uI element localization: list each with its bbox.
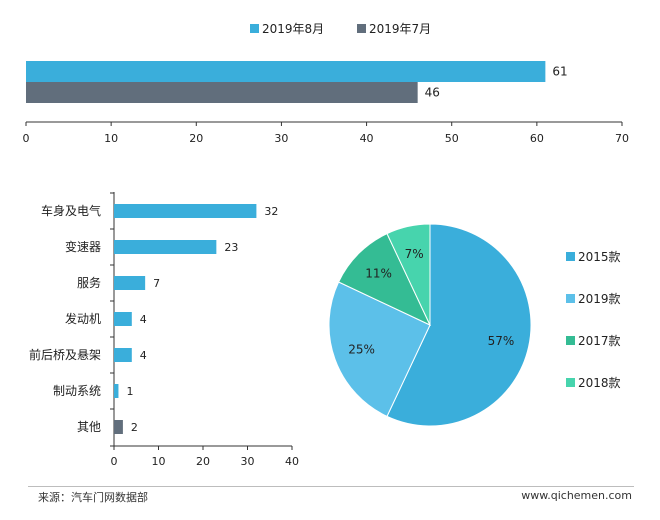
x-tick-label: 60 — [530, 132, 544, 145]
bar-其他 — [114, 420, 123, 434]
x-tick-label: 40 — [360, 132, 374, 145]
top-chart-legend: 2019年8月 2019年7月 — [250, 22, 431, 36]
footer-divider — [28, 486, 634, 487]
pie-legend: 2015款 2019款 2017款 2018款 — [566, 250, 621, 390]
category-label: 制动系统 — [53, 384, 101, 398]
legend-swatch-2019年8月 — [250, 24, 259, 33]
bar-2019年8月 — [26, 61, 546, 82]
x-tick-label: 40 — [285, 455, 299, 468]
legend-label-2019年7月: 2019年7月 — [369, 22, 431, 36]
x-tick-label: 0 — [23, 132, 30, 145]
pie-slice-2015款 — [386, 223, 532, 427]
legend-label-2019年8月: 2019年8月 — [262, 22, 324, 36]
website-note: www.qichemen.com — [521, 489, 632, 502]
pie-slice-2019款 — [328, 281, 431, 418]
category-label: 服务 — [77, 275, 101, 290]
data-label-2019年7月: 46 — [425, 86, 440, 100]
x-tick-label: 30 — [274, 132, 288, 145]
top-bar-chart: 61 46 0 10 20 30 40 50 60 70 — [23, 61, 629, 145]
bar-车身及电气 — [114, 204, 257, 218]
bar-服务 — [114, 276, 146, 290]
bar-2019年7月 — [26, 82, 418, 103]
category-label: 发动机 — [65, 311, 101, 326]
model-year-pie-chart: 57% 25% 11% 7% — [328, 223, 532, 427]
category-label: 车身及电气 — [41, 203, 101, 218]
legend-label-2018款: 2018款 — [578, 376, 621, 390]
pie-value-label-2018款: 7% — [405, 247, 424, 261]
category-label: 变速器 — [65, 239, 101, 254]
x-tick-label: 30 — [241, 455, 255, 468]
bar-制动系统 — [114, 384, 119, 398]
pie-value-label-2019款: 25% — [348, 343, 375, 357]
x-tick-label: 10 — [104, 132, 118, 145]
data-label-发动机: 4 — [140, 313, 147, 326]
x-tick-label: 0 — [111, 455, 118, 468]
data-label-服务: 7 — [153, 277, 160, 290]
data-label-车身及电气: 32 — [264, 205, 278, 218]
legend-swatch-2017款 — [566, 336, 575, 345]
pie-value-label-2015款: 57% — [488, 334, 515, 348]
category-label: 前后桥及悬架 — [29, 347, 101, 362]
legend-label-2015款: 2015款 — [578, 250, 621, 264]
x-tick-label: 70 — [615, 132, 629, 145]
legend-swatch-2019款 — [566, 294, 575, 303]
data-label-变速器: 23 — [224, 241, 238, 254]
bar-变速器 — [114, 240, 217, 254]
pie-slice-2017款 — [337, 232, 432, 327]
data-label-前后桥及悬架: 4 — [140, 349, 147, 362]
source-note: 来源：汽车门网数据部 — [38, 491, 148, 504]
data-label-2019年8月: 61 — [552, 65, 567, 79]
legend-label-2019款: 2019款 — [578, 292, 621, 306]
bar-前后桥及悬架 — [114, 348, 132, 362]
x-tick-label: 50 — [445, 132, 459, 145]
data-label-制动系统: 1 — [126, 385, 133, 398]
pie-value-label-2017款: 11% — [365, 267, 392, 281]
pie-slice-2018款 — [386, 223, 431, 326]
bar-发动机 — [114, 312, 132, 326]
legend-swatch-2018款 — [566, 378, 575, 387]
data-label-其他: 2 — [131, 421, 138, 434]
legend-label-2017款: 2017款 — [578, 334, 621, 348]
x-tick-label: 20 — [196, 455, 210, 468]
category-label: 其他 — [77, 420, 101, 434]
x-tick-label: 10 — [152, 455, 166, 468]
legend-swatch-2019年7月 — [357, 24, 366, 33]
legend-swatch-2015款 — [566, 252, 575, 261]
x-tick-label: 20 — [189, 132, 203, 145]
